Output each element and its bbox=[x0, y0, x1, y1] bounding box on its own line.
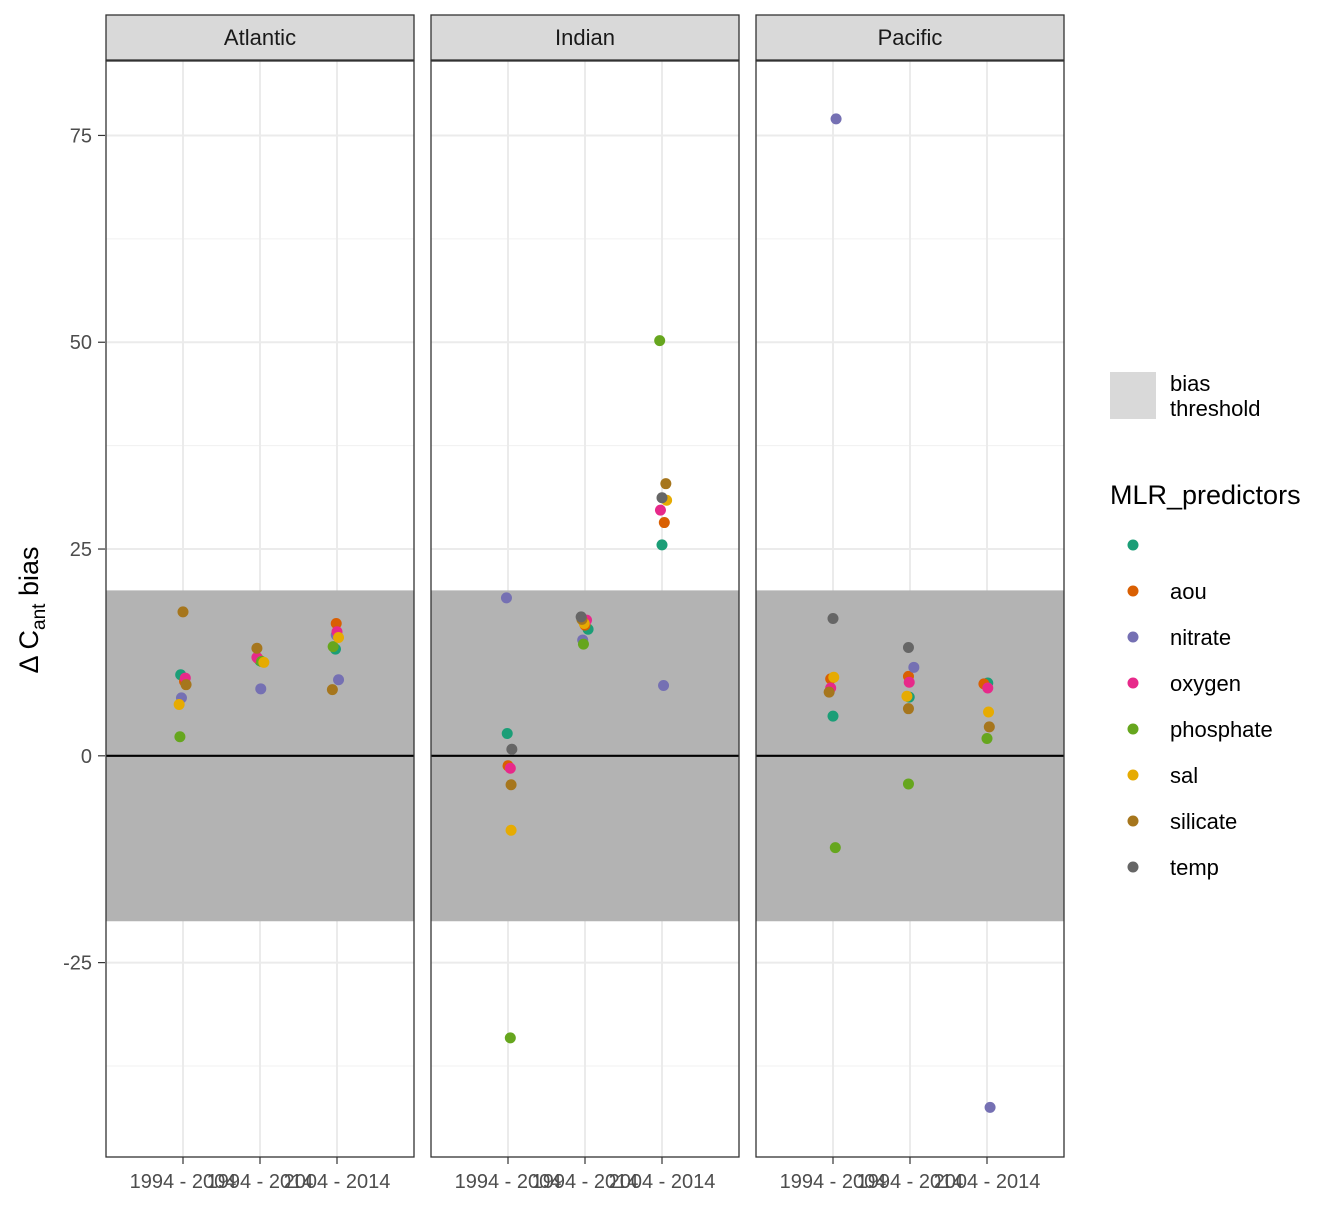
data-point-phosphate bbox=[327, 641, 339, 653]
data-point-sal bbox=[173, 699, 185, 711]
data-point-silicate bbox=[180, 679, 192, 691]
facet-strip bbox=[755, 14, 1065, 61]
data-point-phosphate bbox=[902, 778, 914, 790]
facet-strip-label: Pacific bbox=[878, 25, 943, 50]
data-point-phosphate bbox=[577, 638, 589, 650]
data-point-sal bbox=[828, 671, 840, 683]
data-point-sal bbox=[983, 706, 995, 718]
data-point-phosphate bbox=[504, 1032, 516, 1044]
data-point-phosphate bbox=[829, 842, 841, 854]
x-tick-label: 1994 - 2014 bbox=[532, 1171, 639, 1193]
x-tick-label: 2004 - 2014 bbox=[934, 1171, 1041, 1193]
y-tick-label: -25 bbox=[63, 953, 92, 975]
legend-key-nitrate bbox=[1127, 631, 1139, 643]
data-point-nitrate bbox=[908, 661, 920, 673]
data-point-phosphate bbox=[654, 335, 666, 347]
facet-strip bbox=[105, 14, 415, 61]
legend-bias-threshold-label: bias bbox=[1170, 371, 1210, 396]
x-tick-label: 1994 - 2004 bbox=[455, 1171, 562, 1193]
data-point-silicate bbox=[660, 478, 672, 490]
legend-key-silicate bbox=[1127, 815, 1139, 827]
data-point-nitrate bbox=[984, 1101, 996, 1113]
legend-bias-threshold-key bbox=[1110, 372, 1156, 419]
facet-strip bbox=[430, 14, 740, 61]
legend-label-aou: aou bbox=[1170, 579, 1207, 604]
y-tick-label: 25 bbox=[70, 539, 92, 561]
data-point-sal bbox=[333, 632, 345, 644]
data-point-oxygen bbox=[903, 676, 915, 688]
facet-strip-label: Atlantic bbox=[224, 25, 296, 50]
data-point-nitrate bbox=[255, 683, 267, 695]
y-axis-label: Δ Cant bias bbox=[14, 546, 50, 673]
y-axis-label-subscript: ant bbox=[29, 603, 50, 630]
data-point-silicate bbox=[983, 721, 995, 733]
y-tick-label: 0 bbox=[81, 746, 92, 768]
data-point-temp bbox=[902, 641, 914, 653]
x-tick-label: 1994 - 2004 bbox=[780, 1171, 887, 1193]
legend-label-phosphate: phosphate bbox=[1170, 717, 1273, 742]
facet-strip-label: Indian bbox=[555, 25, 615, 50]
data-point-unnamed bbox=[827, 710, 839, 722]
x-tick-label: 2004 - 2014 bbox=[609, 1171, 716, 1193]
data-point-temp bbox=[506, 743, 518, 755]
legend-key-oxygen bbox=[1127, 677, 1139, 689]
data-point-nitrate bbox=[333, 674, 345, 686]
legend-label-silicate: silicate bbox=[1170, 809, 1237, 834]
data-point-sal bbox=[505, 824, 517, 836]
data-point-phosphate bbox=[981, 732, 993, 744]
data-point-silicate bbox=[326, 684, 338, 696]
x-tick-label: 2004 - 2014 bbox=[284, 1171, 391, 1193]
data-point-silicate bbox=[902, 703, 914, 715]
legend-title: MLR_predictors bbox=[1110, 480, 1301, 510]
legend-label-oxygen: oxygen bbox=[1170, 671, 1241, 696]
legend-key-unnamed bbox=[1127, 539, 1139, 551]
data-point-temp bbox=[656, 492, 668, 504]
data-point-aou bbox=[330, 617, 342, 629]
data-point-nitrate bbox=[830, 113, 842, 125]
legend-key-phosphate bbox=[1127, 723, 1139, 735]
x-tick-label: 1994 - 2004 bbox=[130, 1171, 237, 1193]
legend-label-temp: temp bbox=[1170, 855, 1219, 880]
y-axis-ticks: -25 0 25 50 75 bbox=[63, 125, 105, 975]
data-point-sal bbox=[258, 656, 270, 668]
data-point-silicate bbox=[505, 779, 517, 791]
data-point-oxygen bbox=[982, 682, 994, 694]
data-point-nitrate bbox=[500, 592, 512, 604]
legend-label-sal: sal bbox=[1170, 763, 1198, 788]
y-axis-label-main: Δ C bbox=[14, 630, 44, 674]
data-point-temp bbox=[827, 613, 839, 625]
data-point-unnamed bbox=[656, 539, 668, 551]
y-tick-label: 75 bbox=[70, 125, 92, 147]
data-point-oxygen bbox=[654, 504, 666, 516]
data-point-nitrate bbox=[658, 680, 670, 692]
data-point-oxygen bbox=[504, 762, 516, 774]
legend-key-aou bbox=[1127, 585, 1139, 597]
data-point-unnamed bbox=[501, 727, 513, 739]
legend-bias-threshold-label: threshold bbox=[1170, 396, 1261, 421]
data-point-aou bbox=[658, 517, 670, 529]
x-tick-label: 1994 - 2014 bbox=[207, 1171, 314, 1193]
data-point-silicate bbox=[177, 606, 189, 618]
data-point-silicate bbox=[251, 642, 263, 654]
legend-key-sal bbox=[1127, 769, 1139, 781]
y-tick-label: 50 bbox=[70, 332, 92, 354]
y-axis-label-tail: bias bbox=[14, 546, 44, 603]
data-point-phosphate bbox=[174, 731, 186, 743]
data-point-temp bbox=[575, 611, 587, 623]
legend-key-temp bbox=[1127, 861, 1139, 873]
x-tick-label: 1994 - 2014 bbox=[857, 1171, 964, 1193]
legend-label-nitrate: nitrate bbox=[1170, 625, 1231, 650]
data-point-sal bbox=[901, 690, 913, 702]
data-point-silicate bbox=[823, 686, 835, 698]
